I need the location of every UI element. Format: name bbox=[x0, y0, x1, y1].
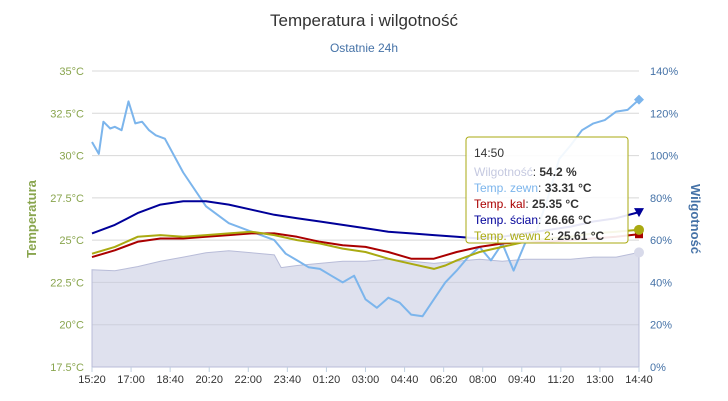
x-tick-label: 11:20 bbox=[547, 374, 574, 386]
y-left-tick-label: 35°C bbox=[59, 66, 84, 78]
chart-subtitle: Ostatnie 24h bbox=[330, 41, 398, 55]
y-right-tick-label: 80% bbox=[650, 193, 672, 205]
x-tick-label: 03:00 bbox=[352, 374, 380, 386]
marker-temp-wewn-2[interactable] bbox=[634, 224, 644, 235]
y-left-tick-label: 17.5°C bbox=[50, 362, 84, 374]
tooltip-colon: : bbox=[533, 165, 540, 179]
x-tick-label: 08:00 bbox=[469, 374, 497, 386]
tooltip-series-name: Temp. ścian bbox=[474, 213, 538, 227]
x-tick-label: 18:40 bbox=[156, 374, 184, 386]
y-right-tick-label: 120% bbox=[650, 108, 678, 120]
tooltip-series-name: Temp. kal bbox=[474, 197, 525, 211]
series-area-wilgotność[interactable] bbox=[91, 250, 640, 368]
y-left-axis-title: Temperatura bbox=[24, 179, 39, 258]
y-left-tick-label: 20°C bbox=[59, 320, 84, 332]
tooltip-colon: : bbox=[538, 213, 545, 227]
tooltip-time: 14:50 bbox=[474, 146, 504, 160]
tooltip-row: Temp. kal: 25.35 °C bbox=[474, 197, 579, 211]
x-tick-label: 15:20 bbox=[78, 374, 106, 386]
x-tick-label: 17:00 bbox=[117, 374, 145, 386]
tooltip-value: 26.66 °C bbox=[545, 213, 592, 227]
x-tick-label: 06:20 bbox=[430, 374, 458, 386]
y-right-tick-label: 140% bbox=[650, 66, 678, 78]
tooltip-series-name: Temp. zewn bbox=[474, 181, 538, 195]
tooltip-colon: : bbox=[551, 229, 558, 243]
marker-wilgotność[interactable] bbox=[634, 247, 644, 258]
x-tick-label: 13:00 bbox=[586, 374, 614, 386]
y-left-ticks: 17.5°C 20°C 22.5°C 25°C 27.5°C 30°C 32.5°C 35°C bbox=[50, 66, 84, 374]
x-tick-label: 14:40 bbox=[625, 374, 653, 386]
tooltip-value: 54.2 % bbox=[539, 165, 577, 179]
x-tick-label: 09:40 bbox=[508, 374, 536, 386]
tooltip-value: 33.31 °C bbox=[545, 181, 592, 195]
tooltip-value: 25.35 °C bbox=[532, 197, 579, 211]
x-tick-label: 22:00 bbox=[235, 374, 263, 386]
y-left-tick-label: 27.5°C bbox=[50, 193, 84, 205]
tooltip-value: 25.61 °C bbox=[557, 229, 604, 243]
x-ticks: 15:20 17:00 18:40 20:20 22:00 23:40 01:20 03:00… bbox=[78, 367, 653, 386]
marker-temp-ścian[interactable] bbox=[634, 208, 644, 218]
chart-title: Temperatura i wilgotność bbox=[270, 11, 459, 30]
tooltip-series-name: Temp. wewn 2 bbox=[474, 229, 551, 243]
marker-temp-zewn[interactable] bbox=[634, 94, 644, 105]
tooltip-box bbox=[465, 136, 629, 244]
tooltip-row: Temp. ścian: 26.66 °C bbox=[474, 213, 592, 227]
y-left-tick-label: 30°C bbox=[59, 151, 84, 163]
x-tick-label: 04:40 bbox=[391, 374, 419, 386]
x-tick-label: 01:20 bbox=[313, 374, 341, 386]
y-right-tick-label: 60% bbox=[650, 235, 672, 247]
y-right-tick-label: 0% bbox=[650, 362, 666, 374]
x-tick-label: 20:20 bbox=[195, 374, 223, 386]
tooltip-row: Temp. zewn: 33.31 °C bbox=[474, 181, 592, 195]
tooltip-series-name: Wilgotność bbox=[474, 165, 533, 179]
tooltip-row: Temp. wewn 2: 25.61 °C bbox=[474, 229, 605, 243]
tooltip-colon: : bbox=[538, 181, 545, 195]
y-right-tick-label: 100% bbox=[650, 151, 678, 163]
tooltip-row: Wilgotność: 54.2 % bbox=[474, 165, 577, 179]
end-markers[interactable] bbox=[634, 94, 644, 258]
y-right-ticks: 0% 20% 40% 60% 80% 100% 120% 140% bbox=[650, 66, 678, 374]
tooltip-colon: : bbox=[525, 197, 532, 211]
y-left-tick-label: 32.5°C bbox=[50, 108, 84, 120]
x-tick-label: 23:40 bbox=[274, 374, 302, 386]
tooltip: 14:50 Wilgotność: 54.2 %Temp. zewn: 33.3… bbox=[465, 136, 629, 244]
y-right-tick-label: 40% bbox=[650, 277, 672, 289]
y-left-tick-label: 22.5°C bbox=[50, 277, 84, 289]
y-right-axis-title: Wilgotność bbox=[688, 184, 703, 254]
y-right-tick-label: 20% bbox=[650, 320, 672, 332]
y-left-tick-label: 25°C bbox=[59, 235, 84, 247]
